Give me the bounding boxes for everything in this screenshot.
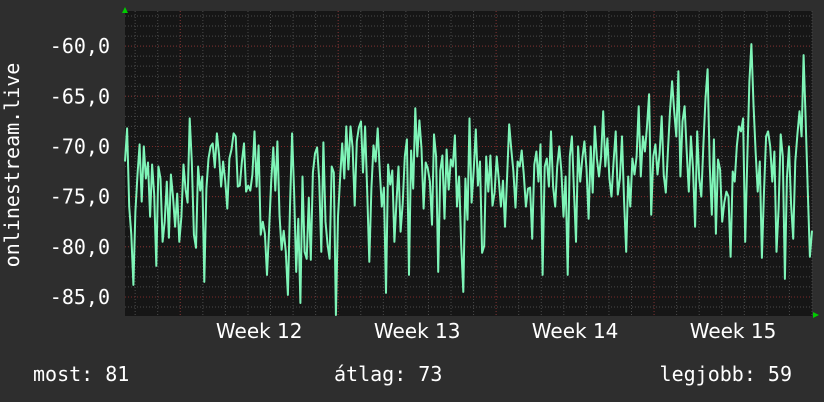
y-axis-tick-labels: -60,0 -65,0 -70,0 -75,0 -80,0 -85,0: [50, 34, 110, 309]
y-tick-label: -70,0: [50, 134, 110, 158]
x-tick-label: Week 15: [690, 319, 777, 343]
major-gridlines: [125, 11, 812, 316]
y-tick-label: -80,0: [50, 235, 110, 259]
line-chart: -60,0-65,0-70,0-75,0-80,0-85,0 Week 12 We…: [0, 7, 819, 343]
y-axis-arrow-icon: [122, 7, 128, 13]
best-value-stat: legjobb: 59: [659, 362, 792, 386]
average-value-stat: átlag: 73: [334, 362, 443, 386]
y-axis-label: onlinestream.live: [0, 63, 24, 268]
y-tick-label: -65,0: [50, 84, 110, 108]
y-tick-label: -75,0: [50, 185, 110, 209]
x-axis-tick-labels: Week 12 Week 13 Week 14 Week 15: [216, 319, 776, 343]
x-tick-label: Week 13: [374, 319, 461, 343]
current-value-stat: most: 81: [33, 362, 130, 386]
series-line: [124, 43, 813, 316]
x-tick-label: Week 12: [216, 319, 303, 343]
x-tick-label: Week 14: [532, 319, 619, 343]
x-axis-arrow-icon: [813, 312, 819, 318]
y-tick-label: -85,0: [50, 285, 110, 309]
y-tick-label: -60,0: [50, 34, 110, 58]
